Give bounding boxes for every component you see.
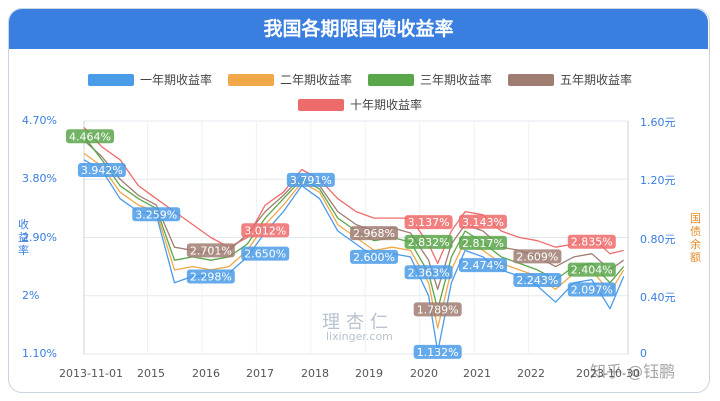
data-label: 2.097% (571, 283, 613, 296)
data-label-bg (413, 344, 462, 359)
data-label: 2.474% (462, 259, 504, 272)
legend-label-1y: 一年期收益率 (140, 73, 213, 87)
data-label-bg (66, 129, 114, 144)
data-label-bg (132, 207, 181, 222)
legend-item-10y[interactable]: 十年期收益率 (298, 96, 422, 112)
data-label-bg (286, 172, 335, 187)
data-label-bg (458, 258, 507, 273)
y-left-tick: 1.10% (22, 347, 57, 360)
chart-title: 我国各期限国债收益率 (263, 18, 454, 40)
data-label: 2.701% (190, 244, 232, 257)
data-label: 2.243% (516, 274, 558, 287)
y-left-tick: 4.70% (22, 114, 57, 127)
x-tick: 2013-11-01 (59, 367, 123, 380)
watermark-url: lixinger.com (326, 330, 393, 343)
y-left-axis-title: 收益率 (18, 218, 29, 257)
x-tick: 2015 (137, 367, 165, 380)
legend-swatch-1y (88, 73, 134, 86)
data-label: 3.137% (408, 216, 450, 229)
legend-item-2y[interactable]: 二年期收益率 (228, 71, 352, 87)
data-label: 2.298% (190, 270, 232, 283)
x-tick: 2017 (246, 367, 274, 380)
data-label: 4.464% (69, 130, 111, 143)
data-label: 2.968% (353, 227, 395, 240)
x-tick: 2016 (192, 367, 220, 380)
x-tick: 2023-10-30 (576, 367, 640, 380)
data-label: 2.832% (408, 236, 450, 249)
y-right-tick: 1.20元 (640, 174, 676, 187)
data-label-bg (350, 226, 399, 241)
data-label: 2.609% (516, 250, 558, 263)
data-label-bg (458, 214, 507, 229)
legend-item-1y[interactable]: 一年期收益率 (88, 71, 212, 87)
data-label-bg (186, 269, 235, 284)
data-label: 1.132% (417, 346, 459, 359)
y-right-tick: 0.40元 (640, 291, 676, 304)
legend-swatch-5y (508, 73, 554, 86)
y-right-tick: 1.60元 (640, 116, 676, 129)
data-label: 3.143% (462, 216, 504, 229)
x-tick: 2022 (517, 367, 545, 380)
y-left-tick: 2.90% (22, 231, 57, 244)
legend-label-5y: 五年期收益率 (560, 73, 633, 87)
data-label: 2.650% (244, 248, 286, 261)
x-tick: 2020 (410, 367, 438, 380)
watermark-logo: 理杏仁 (322, 312, 394, 333)
y-right-axis-title: 国债余额 (690, 212, 701, 264)
data-label-bg (513, 273, 562, 288)
data-label-bg (458, 235, 507, 250)
data-label-bg (350, 249, 399, 264)
data-label-bg (567, 282, 616, 297)
data-label: 2.363% (408, 266, 450, 279)
data-label: 2.835% (571, 236, 613, 249)
data-label: 3.259% (135, 208, 177, 221)
data-label-bg (241, 246, 290, 261)
data-label: 3.791% (290, 174, 332, 187)
x-tick: 2018 (301, 367, 329, 380)
chart-card (8, 8, 710, 393)
data-label: 2.600% (353, 251, 395, 264)
legend-label-10y: 十年期收益率 (350, 98, 423, 112)
data-label-bg (404, 265, 453, 280)
x-tick: 2021 (463, 367, 491, 380)
legend-swatch-10y (298, 98, 344, 111)
y-right-tick: 0 (640, 347, 647, 360)
data-label: 2.817% (462, 237, 504, 250)
data-label-bg (404, 215, 453, 230)
data-label-bg (241, 223, 290, 238)
data-label: 2.404% (571, 264, 613, 277)
y-right-tick: 0.80元 (640, 233, 676, 246)
y-left-tick: 2% (22, 289, 40, 302)
data-label-bg (186, 243, 235, 258)
data-label-bg (567, 234, 616, 249)
data-label: 3.012% (244, 224, 286, 237)
data-label-bg (404, 234, 453, 249)
data-label: 3.942% (81, 164, 123, 177)
data-label: 1.789% (417, 303, 459, 316)
data-label-bg (513, 249, 562, 264)
legend-swatch-2y (228, 73, 274, 86)
data-label-bg (77, 163, 126, 178)
legend-item-5y[interactable]: 五年期收益率 (508, 71, 632, 87)
data-label-bg (413, 302, 462, 317)
legend-item-3y[interactable]: 三年期收益率 (368, 71, 492, 87)
legend-swatch-3y (368, 73, 414, 86)
legend-label-2y: 二年期收益率 (280, 73, 353, 87)
y-left-tick: 3.80% (22, 172, 57, 185)
title-bar (9, 9, 708, 49)
author-signature: 知乎 @钰鹏 (590, 362, 676, 381)
x-tick: 2019 (355, 367, 383, 380)
legend-label-3y: 三年期收益率 (420, 73, 493, 87)
data-label-bg (567, 262, 616, 277)
